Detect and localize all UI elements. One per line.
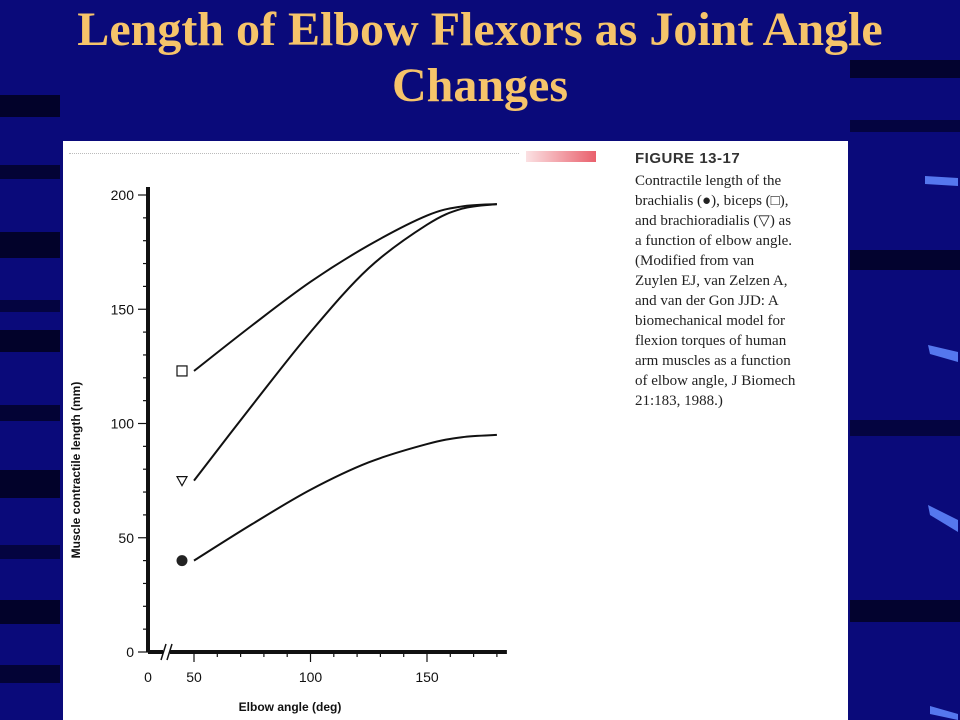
- figure-caption: FIGURE 13-17 Contractile length of the b…: [635, 149, 840, 411]
- series-line-square-open: [193, 203, 497, 372]
- x-tick-label: 150: [415, 669, 439, 685]
- y-tick-label: 150: [111, 301, 135, 317]
- y-tick-label: 50: [118, 530, 134, 546]
- y-tick-label: 200: [111, 187, 135, 203]
- chart-axes: 0 50 100 150 200 0 50 100 150: [111, 187, 507, 685]
- slide-title: Length of Elbow Flexors as Joint Angle C…: [77, 3, 883, 112]
- series-marker-square: [176, 365, 188, 377]
- y-axis-label: Muscle contractile length (mm): [69, 382, 83, 559]
- x-tick-label: 100: [299, 669, 323, 685]
- chart-series: [175, 203, 498, 567]
- top-rule: [69, 153, 519, 154]
- x-tick-label: 50: [186, 669, 202, 685]
- figure-label: FIGURE 13-17: [635, 150, 741, 167]
- x-axis-label: Elbow angle (deg): [239, 700, 342, 714]
- axis-break-mark: [166, 643, 173, 661]
- y-tick-label: 0: [126, 644, 134, 660]
- axis-break-mark: [160, 643, 167, 661]
- series-marker-triangle: [175, 476, 189, 487]
- series-marker-circle: [176, 555, 188, 567]
- x-tick-label: 0: [144, 669, 152, 685]
- figure-panel: 0 50 100 150 200 0 50 100 150 Muscle contractile…: [63, 141, 848, 720]
- series-line-triangle-open: [193, 203, 498, 482]
- y-tick-label: 100: [111, 416, 135, 432]
- line-chart: 0 50 100 150 200 0 50 100 150 Muscle contractile…: [69, 187, 507, 714]
- accent-bar: [526, 151, 596, 162]
- series-line-circle-filled: [193, 433, 497, 562]
- caption-text: Contractile length of the brachialis (●)…: [635, 173, 796, 409]
